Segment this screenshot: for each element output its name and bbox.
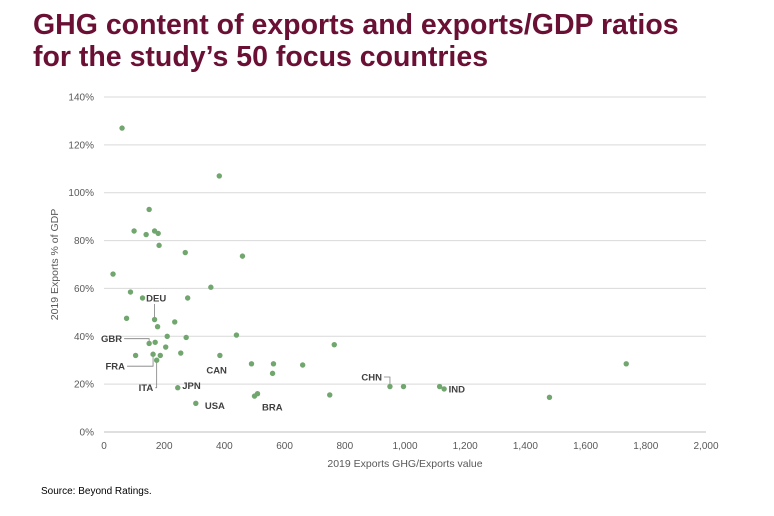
leader-line: [383, 376, 391, 387]
scatter-point: [623, 361, 629, 367]
scatter-point: [441, 386, 447, 392]
scatter-point: [152, 339, 158, 345]
x-tick-label: 1,400: [513, 441, 538, 452]
scatter-point: [216, 173, 222, 179]
scatter-point: [436, 383, 443, 390]
scatter-point: [146, 340, 152, 347]
y-tick-label: 20%: [74, 380, 94, 391]
scatter-point: [254, 391, 261, 397]
leader-line: [124, 338, 150, 344]
country-label-gbr: GBR: [101, 334, 122, 345]
scatter-point: [270, 361, 277, 367]
x-tick-label: 1,200: [453, 441, 478, 452]
x-tick-label: 1,800: [633, 441, 658, 452]
scatter-point: [163, 344, 169, 350]
scatter-point: [143, 231, 149, 238]
x-axis-title: 2019 Exports GHG/Exports value: [327, 458, 482, 470]
country-label-jpn: JPN: [182, 381, 201, 392]
scatter-point: [127, 289, 134, 295]
leader-line: [127, 354, 154, 367]
y-axis-ticks: 0% 20% 40% 60% 80% 100% 120% 140%: [68, 93, 94, 439]
scatter-point: [269, 370, 276, 377]
x-tick-label: 1,000: [392, 441, 417, 452]
x-tick-label: 2,000: [693, 441, 718, 452]
scatter-point: [119, 125, 125, 131]
scatter-point: [156, 242, 162, 249]
country-label-ita: ITA: [139, 383, 154, 394]
scatter-point: [327, 392, 333, 398]
x-tick-label: 800: [336, 441, 353, 452]
y-tick-label: 80%: [74, 236, 94, 247]
country-label-chn: CHN: [361, 372, 382, 383]
x-axis-ticks: 0 200 400 600 800 1,000 1,200 1,400 1,600 1,800 2,…: [101, 441, 719, 452]
source-note: Source: Beyond Ratings.: [41, 486, 152, 497]
chart-title-line-1: GHG content of exports and exports/GDP r…: [33, 9, 679, 41]
scatter-point: [157, 352, 163, 359]
scatter-point: [183, 334, 189, 341]
gridlines: [104, 96, 706, 433]
scatter-point: [217, 352, 223, 359]
scatter-point: [154, 324, 161, 330]
scatter-point: [546, 394, 553, 401]
y-tick-label: 140%: [68, 93, 94, 104]
scatter-point: [184, 295, 191, 301]
scatter-point: [182, 249, 188, 256]
scatter-point: [400, 383, 407, 390]
scatter-point: [248, 361, 255, 367]
y-tick-label: 0%: [80, 428, 95, 439]
y-tick-label: 120%: [68, 140, 94, 151]
scatter-point: [110, 271, 116, 277]
country-labels: DEU GBR FRA ITA JPN USA CAN BRA CHN IND: [101, 294, 465, 414]
leader-line: [155, 360, 158, 389]
scatter-point: [239, 253, 246, 259]
y-tick-label: 60%: [74, 284, 94, 295]
scatter-point: [123, 315, 130, 322]
scatter-point: [164, 333, 170, 339]
data-points: [110, 125, 629, 406]
scatter-point: [139, 295, 146, 301]
scatter-point: [132, 352, 139, 359]
x-tick-label: 0: [101, 441, 107, 452]
country-label-usa: USA: [205, 401, 225, 412]
y-tick-label: 40%: [74, 332, 94, 343]
chart-title-line-2: for the study’s 50 focus countries: [33, 41, 489, 73]
x-tick-label: 200: [156, 441, 173, 452]
y-axis-title: 2019 Exports % of GDP: [49, 209, 61, 320]
country-label-fra: FRA: [106, 362, 126, 373]
x-tick-label: 600: [276, 441, 293, 452]
scatter-point: [208, 284, 214, 290]
scatter-point: [331, 341, 337, 348]
chart-title: GHG content of exports and exports/GDP r…: [33, 9, 763, 73]
scatter-point: [178, 350, 184, 356]
scatter-point: [233, 332, 240, 338]
y-tick-label: 100%: [68, 188, 94, 199]
scatter-point: [299, 362, 306, 368]
x-tick-label: 1,600: [573, 441, 598, 452]
country-label-deu: DEU: [146, 294, 166, 305]
scatter-point: [387, 383, 393, 390]
scatter-point: [151, 316, 158, 323]
scatter-point: [175, 385, 181, 391]
country-label-can: CAN: [206, 365, 227, 376]
country-label-ind: IND: [449, 384, 466, 395]
scatter-point: [150, 351, 156, 357]
scatter-point: [153, 357, 160, 363]
scatter-point: [146, 206, 152, 213]
country-label-bra: BRA: [262, 402, 283, 413]
scatter-point: [155, 230, 161, 237]
scatter-point: [131, 228, 137, 234]
scatter-point: [193, 400, 199, 406]
x-tick-label: 400: [216, 441, 233, 452]
scatter-chart: 0% 20% 40% 60% 80% 100% 120% 140% 0 200 400 600 800…: [49, 93, 719, 471]
scatter-point: [172, 319, 178, 325]
